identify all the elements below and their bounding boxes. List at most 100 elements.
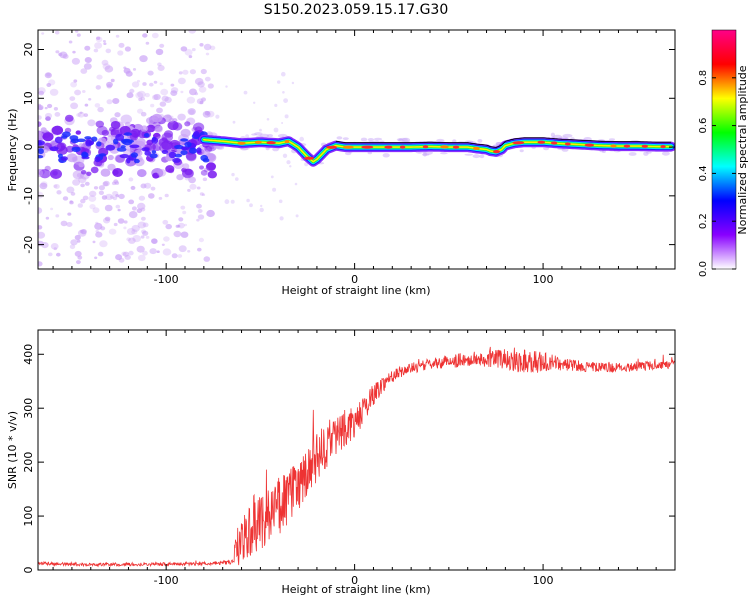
- noise-blob: [38, 90, 45, 96]
- ridge-peak: [623, 144, 631, 148]
- noise-blob: [115, 254, 123, 261]
- noise-blob: [40, 181, 48, 188]
- noise-blob: [299, 136, 305, 142]
- noise-blob: [137, 254, 146, 262]
- noise-blob: [107, 163, 116, 171]
- halo-blob: [259, 133, 270, 138]
- noise-blob: [65, 114, 74, 122]
- noise-blob: [80, 183, 85, 188]
- noise-blob: [108, 228, 117, 235]
- noise-blob: [205, 162, 216, 172]
- noise-blob: [98, 190, 104, 195]
- noise-blob: [104, 216, 111, 222]
- snr-marks: [38, 346, 675, 568]
- noise-blob: [58, 52, 63, 57]
- noise-blob: [83, 63, 92, 70]
- noise-blob: [128, 250, 134, 256]
- noise-blob: [68, 40, 73, 44]
- noise-blob: [173, 230, 182, 238]
- core-blob: [119, 154, 130, 159]
- noise-blob: [149, 248, 157, 255]
- noise-blob: [128, 237, 136, 244]
- noise-blob: [95, 120, 105, 128]
- noise-blob: [282, 91, 285, 94]
- ridge-peak: [266, 141, 276, 145]
- core-blob: [71, 146, 81, 152]
- noise-blob: [196, 203, 202, 209]
- ridge-peak: [284, 140, 290, 144]
- noise-blob: [161, 140, 173, 150]
- noise-blob: [60, 220, 68, 227]
- noise-blob: [231, 172, 235, 177]
- noise-blob: [89, 190, 97, 197]
- noise-blob: [148, 193, 155, 199]
- noise-blob: [88, 98, 92, 101]
- noise-blob: [76, 260, 81, 265]
- core-blob: [38, 140, 45, 146]
- noise-blob: [155, 48, 164, 56]
- noise-blob: [140, 125, 149, 132]
- noise-blob: [114, 181, 120, 185]
- noise-blob: [197, 247, 202, 252]
- noise-blob: [51, 125, 64, 135]
- noise-blob: [158, 196, 163, 200]
- ridge-edge: [335, 137, 672, 148]
- noise-blob: [151, 113, 163, 123]
- core-blob: [172, 157, 181, 163]
- core-blob: [49, 146, 59, 151]
- ridge-peak: [399, 145, 406, 149]
- noise-blob: [104, 204, 113, 212]
- noise-blob: [118, 193, 125, 200]
- noise-blob: [46, 83, 52, 87]
- halo-blob: [562, 133, 573, 138]
- core-blob: [149, 153, 158, 159]
- snr-xlabel: Height of straight line (km): [281, 583, 430, 596]
- noise-blob: [38, 131, 43, 138]
- noise-blob: [99, 240, 108, 248]
- core-blob: [130, 152, 138, 158]
- noise-blob: [54, 112, 61, 117]
- noise-blob: [170, 83, 175, 87]
- noise-blob: [162, 248, 172, 256]
- noise-blob: [78, 162, 85, 168]
- halo-blob: [336, 136, 343, 140]
- noise-blob: [142, 82, 147, 86]
- noise-blob: [94, 103, 101, 108]
- spectrogram-ytick-label: 20: [22, 43, 35, 57]
- noise-blob: [44, 72, 52, 79]
- noise-blob: [38, 261, 43, 267]
- spectrogram-frame: [37, 29, 676, 270]
- noise-blob: [132, 68, 137, 71]
- ridge-peak: [584, 143, 594, 147]
- core-blob: [193, 131, 200, 138]
- noise-blob: [138, 97, 143, 102]
- noise-blob: [70, 81, 77, 88]
- noise-blob: [180, 231, 189, 238]
- noise-blob: [232, 120, 236, 124]
- noise-blob: [178, 245, 187, 253]
- noise-blob: [88, 195, 97, 202]
- snr-frame: [37, 329, 676, 571]
- core-blob: [188, 147, 198, 154]
- noise-blob: [137, 108, 144, 114]
- noise-blob: [164, 96, 172, 103]
- core-blob: [168, 151, 177, 159]
- noise-blob: [46, 72, 51, 77]
- noise-blob: [112, 191, 119, 196]
- noise-blob: [159, 43, 165, 48]
- noise-blob: [86, 171, 92, 176]
- noise-blob: [72, 179, 81, 186]
- noise-blob: [94, 256, 98, 260]
- halo-blob: [382, 153, 390, 158]
- halo-blob: [360, 137, 368, 142]
- halo-blob: [477, 139, 483, 143]
- core-blob: [116, 147, 127, 152]
- noise-blob: [168, 168, 175, 174]
- noise-blob: [201, 97, 206, 102]
- noise-blob: [141, 216, 146, 221]
- noise-blob: [80, 68, 88, 74]
- noise-blob: [161, 95, 169, 102]
- noise-blob: [203, 256, 211, 262]
- noise-blob: [281, 71, 286, 77]
